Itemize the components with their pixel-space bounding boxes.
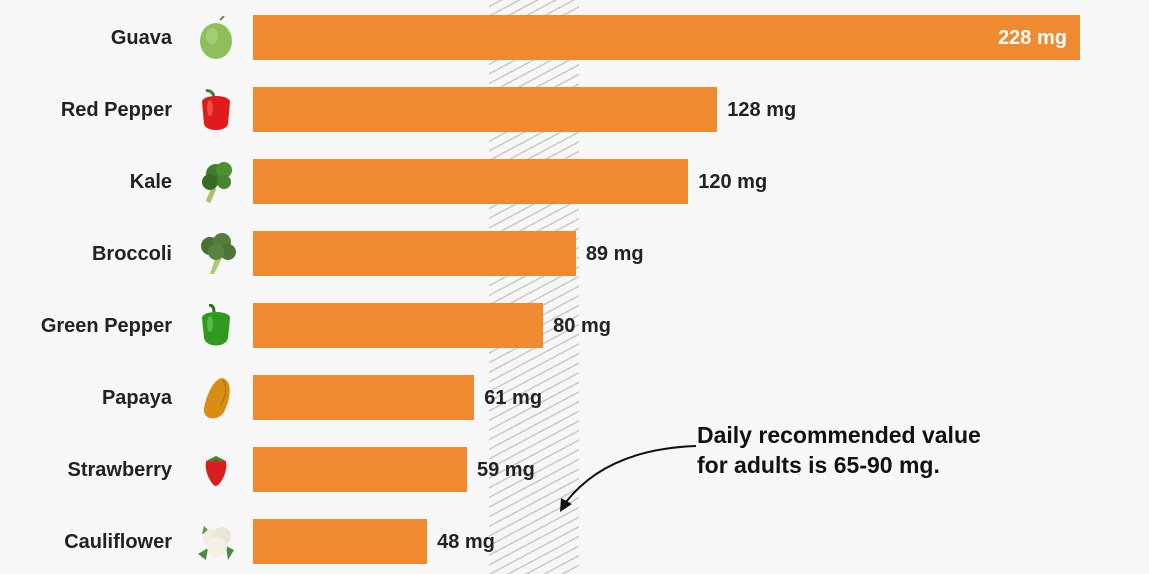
annotation-line-1: Daily recommended value xyxy=(697,422,981,448)
value-label: 59 mg xyxy=(477,459,535,481)
category-label: Broccoli xyxy=(91,243,172,265)
bar xyxy=(253,231,576,276)
bar-row: Broccoli 89 mg xyxy=(0,231,1149,277)
value-label: 228 mg xyxy=(998,27,1067,49)
bar xyxy=(253,375,475,420)
papaya-icon xyxy=(192,376,240,420)
bar-row: Cauliflower 48 mg xyxy=(0,519,1149,565)
bar xyxy=(253,159,689,204)
guava-icon xyxy=(192,15,240,60)
bar xyxy=(253,303,544,348)
value-label: 48 mg xyxy=(437,531,495,553)
category-label: Strawberry xyxy=(67,459,173,481)
value-label: 61 mg xyxy=(484,387,543,409)
bar-row: Kale 120 mg xyxy=(0,159,1149,205)
bar-row: Red Pepper 128 mg xyxy=(0,87,1149,133)
bar xyxy=(253,519,428,564)
broccoli-icon xyxy=(192,232,240,276)
bar-row: Green Pepper 80 mg xyxy=(0,303,1149,349)
annotation-text: Daily recommended value for adults is 65… xyxy=(697,420,981,480)
cauliflower-icon xyxy=(192,520,240,564)
bar xyxy=(253,447,467,492)
category-label: Kale xyxy=(129,171,172,193)
category-label: Red Pepper xyxy=(60,99,172,121)
strawberry-icon xyxy=(192,448,240,492)
kale-icon xyxy=(192,160,240,204)
value-label: 120 mg xyxy=(698,171,768,193)
category-label: Cauliflower xyxy=(64,531,172,553)
value-label: 128 mg xyxy=(727,99,797,121)
annotation-line-2: for adults is 65-90 mg. xyxy=(697,452,940,478)
category-label: Guava xyxy=(110,27,172,49)
bar xyxy=(253,87,718,132)
bar-row: Papaya 61 mg xyxy=(0,375,1149,421)
annotation-arrow-icon xyxy=(560,445,697,512)
value-label: 80 mg xyxy=(553,315,611,337)
bar-row: Guava 228 mg xyxy=(0,15,1149,61)
category-label: Papaya xyxy=(101,387,172,409)
category-label: Green Pepper xyxy=(40,315,172,337)
bar xyxy=(253,15,1080,60)
red-pepper-icon xyxy=(192,88,240,132)
green-pepper-icon xyxy=(192,303,240,348)
value-label: 89 mg xyxy=(585,243,644,265)
bar-row: Strawberry 59 mg xyxy=(0,447,1149,493)
